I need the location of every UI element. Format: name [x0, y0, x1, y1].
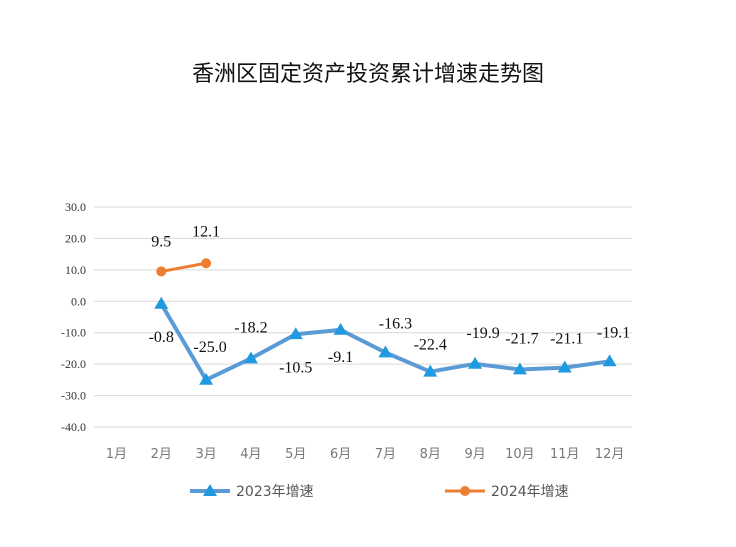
- data-label: -25.0: [193, 339, 226, 356]
- y-axis: 30.0 20.0 10.0 0.0 -10.0 -20.0 -30.0 -40.0: [61, 200, 86, 434]
- data-label: -22.4: [414, 337, 447, 354]
- data-point: [423, 364, 438, 377]
- x-tick-label: 12月: [595, 447, 625, 462]
- data-point: [468, 356, 483, 369]
- legend: 2023年增速 2024年增速: [190, 484, 569, 500]
- data-label: -21.1: [550, 331, 583, 348]
- legend-label: 2023年增速: [236, 484, 314, 500]
- chart-title: 香洲区固定资产投资累计增速走势图: [191, 62, 544, 87]
- data-point: [156, 266, 167, 277]
- x-tick-label: 4月: [240, 447, 261, 462]
- x-tick-label: 10月: [505, 447, 535, 462]
- data-label: -16.3: [379, 316, 412, 333]
- legend-marker: [203, 484, 217, 496]
- y-tick-label: 20.0: [65, 231, 86, 245]
- x-tick-label: 6月: [330, 447, 351, 462]
- data-point: [201, 258, 212, 269]
- data-point: [602, 354, 617, 367]
- y-tick-label: 0.0: [71, 294, 86, 308]
- data-labels: -0.8 -25.0 -18.2 -10.5 -9.1 -16.3-22.4 -19.9 -2…: [149, 223, 631, 376]
- data-label: -10.5: [279, 359, 312, 376]
- data-label: -21.7: [505, 330, 538, 347]
- x-tick-label: 5月: [285, 447, 306, 462]
- data-point: [243, 351, 258, 364]
- data-point: [199, 372, 214, 385]
- y-tick-label: -20.0: [61, 357, 86, 371]
- x-tick-label: 9月: [464, 447, 485, 462]
- data-point: [512, 362, 527, 375]
- data-label: 12.1: [192, 223, 220, 240]
- x-axis: 1月 2月 3月 4月 5月 6月 7月 8月 9月 10月 11月 12月: [106, 447, 625, 462]
- y-tick-label: -40.0: [61, 420, 86, 434]
- x-tick-label: 8月: [420, 447, 441, 462]
- data-label: 9.5: [151, 233, 171, 250]
- data-label: -18.2: [234, 319, 267, 336]
- data-point: [333, 322, 348, 335]
- data-label: -19.9: [466, 325, 499, 342]
- series-line-2024: [160, 261, 207, 273]
- y-tick-label: -30.0: [61, 389, 86, 403]
- x-tick-label: 1月: [106, 447, 127, 462]
- data-point: [557, 360, 572, 373]
- y-tick-label: -10.0: [61, 326, 86, 340]
- data-label: -9.1: [328, 349, 353, 366]
- legend-marker: [460, 486, 470, 496]
- x-tick-label: 11月: [550, 447, 580, 462]
- data-point: [154, 296, 169, 309]
- grid: [94, 206, 632, 428]
- y-tick-label: 10.0: [65, 263, 86, 277]
- series: [154, 258, 617, 385]
- data-label: -19.1: [597, 324, 630, 341]
- data-point: [288, 327, 303, 340]
- x-tick-label: 7月: [375, 447, 396, 462]
- x-tick-label: 2月: [151, 447, 172, 462]
- legend-label: 2024年增速: [491, 484, 569, 500]
- y-tick-label: 30.0: [65, 200, 86, 214]
- data-label: -0.8: [149, 329, 174, 346]
- x-tick-label: 3月: [195, 447, 216, 462]
- data-point: [378, 345, 393, 358]
